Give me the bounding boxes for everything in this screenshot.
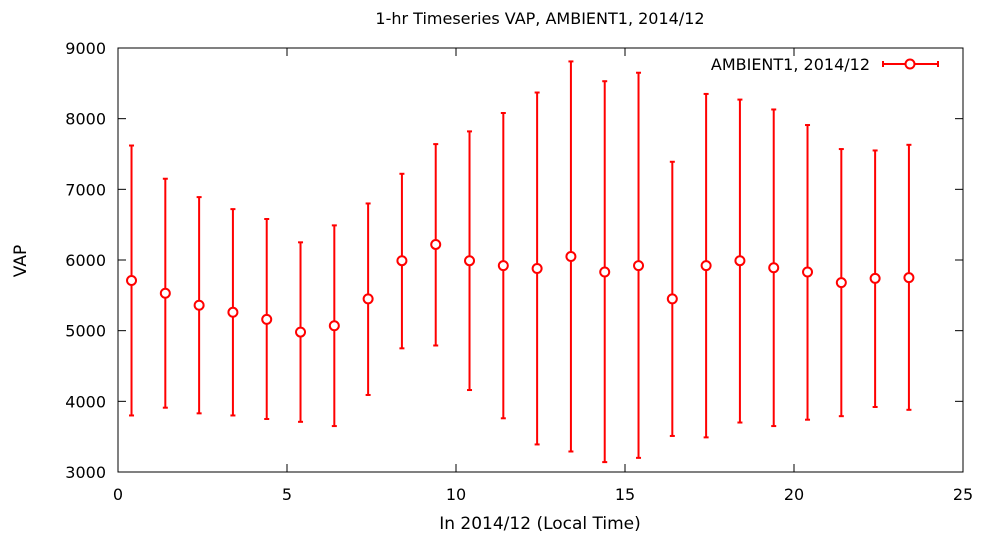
data-point — [430, 238, 442, 250]
y-tick-label: 5000 — [65, 322, 106, 341]
y-tick-label: 6000 — [65, 251, 106, 270]
axes — [117, 47, 964, 473]
data-point — [531, 262, 543, 274]
data-point — [903, 272, 915, 284]
x-tick-label: 15 — [615, 485, 635, 504]
x-tick-label: 5 — [282, 485, 292, 504]
legend: AMBIENT1, 2014/12 — [711, 55, 939, 74]
y-tick-label: 9000 — [65, 39, 106, 58]
data-point — [869, 272, 881, 284]
data-point — [768, 262, 780, 274]
data-point — [464, 255, 476, 267]
data-marks — [126, 60, 915, 464]
data-point — [700, 260, 712, 272]
data-point — [126, 274, 138, 286]
data-point — [599, 266, 611, 278]
data-point — [159, 287, 171, 299]
data-point — [633, 260, 645, 272]
plot-frame — [117, 47, 964, 473]
data-point — [328, 320, 340, 332]
data-point — [666, 293, 678, 305]
y-tick-label: 7000 — [65, 180, 106, 199]
x-tick-label: 25 — [953, 485, 973, 504]
y-tick-label: 3000 — [65, 463, 106, 482]
data-point — [295, 326, 307, 338]
chart-title: 1-hr Timeseries VAP, AMBIENT1, 2014/12 — [375, 9, 704, 28]
legend-label: AMBIENT1, 2014/12 — [711, 55, 870, 74]
y-tick-label: 4000 — [65, 392, 106, 411]
data-point — [227, 306, 239, 318]
data-point — [497, 260, 509, 272]
x-tick-label: 0 — [113, 485, 123, 504]
ticks: 0 5 10 15 20 25 3000 4000 5000 6000 7000 8000 9000 — [65, 39, 973, 504]
y-axis-title: VAP — [11, 245, 31, 277]
x-tick-label: 10 — [446, 485, 466, 504]
data-point — [835, 277, 847, 289]
x-axis-title: In 2014/12 (Local Time) — [439, 514, 641, 534]
data-point — [565, 250, 577, 262]
y-tick-label: 8000 — [65, 110, 106, 129]
data-point — [362, 293, 374, 305]
data-point — [802, 266, 814, 278]
data-point — [734, 255, 746, 267]
x-tick-label: 20 — [784, 485, 804, 504]
data-point — [396, 255, 408, 267]
data-point — [193, 299, 205, 311]
legend-marker — [904, 58, 916, 70]
data-point — [261, 313, 273, 325]
